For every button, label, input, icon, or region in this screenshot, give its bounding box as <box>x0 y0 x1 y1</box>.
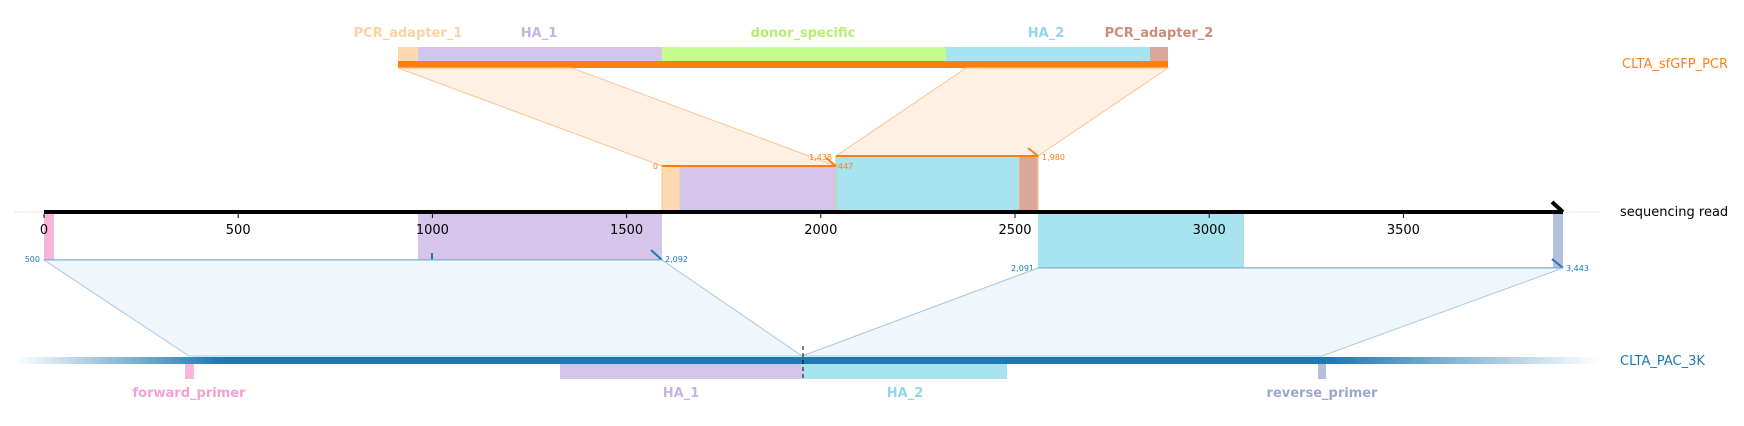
label-target-track: CLTA_PAC_3K <box>1620 354 1705 369</box>
target-connection-1 <box>42 259 804 357</box>
target-alignment-1-start: 500 <box>25 255 40 264</box>
donor-alignment-1-end: 447 <box>838 162 853 171</box>
label-reverse-primer: reverse_primer <box>1267 386 1379 401</box>
donor-connection-2 <box>834 67 1170 157</box>
donor-read-connections <box>397 67 1170 167</box>
target-connection-2 <box>801 267 1564 357</box>
donor-alignment-2-arrow <box>1027 147 1039 157</box>
donor-specific-region <box>662 47 946 65</box>
read-pcr-adapter-1-region <box>661 165 681 213</box>
target-ha-2-region <box>803 364 1007 379</box>
donor-ha-2-region <box>946 47 1150 65</box>
target-aligned-features: 500 2,092 2,091 3,443 <box>25 212 1589 273</box>
target-alignment-1-end: 2,092 <box>665 255 688 264</box>
label-donor-specific: donor_specific <box>751 26 856 41</box>
target-backbone <box>14 357 1600 364</box>
label-pcr-adapter-1: PCR_adapter_1 <box>354 26 463 41</box>
donor-alignment-2-start: 1,438 <box>809 153 832 162</box>
target-read-connections <box>42 259 1564 357</box>
label-forward-primer: forward_primer <box>133 386 247 401</box>
target-alignment-1-arrow <box>650 249 663 261</box>
donor-ha-1-region <box>418 47 662 65</box>
read-ha-1-target-region <box>418 212 662 260</box>
label-ha-1-bottom: HA_1 <box>663 386 700 401</box>
axis-tick-label-2: 1000 <box>416 223 449 238</box>
donor-alignment-1-start: 0 <box>653 162 658 171</box>
read-ha-2-donor-region <box>836 156 1019 212</box>
label-donor-track: CLTA_sfGFP_PCR <box>1622 57 1728 72</box>
target-alignment-2-start: 2,091 <box>1011 264 1034 273</box>
axis-tick-label-1: 500 <box>226 223 251 238</box>
label-pcr-adapter-2: PCR_adapter_2 <box>1105 26 1214 41</box>
read-pcr-adapter-2-region <box>1018 155 1039 213</box>
label-ha-2-bottom: HA_2 <box>887 386 924 401</box>
donor-alignment-1-arrow <box>825 157 837 167</box>
donor-alignment-2-end: 1,980 <box>1042 153 1065 162</box>
axis-ticks: 0 500 1000 1500 2000 2500 3000 3500 <box>40 214 1420 238</box>
read-axis: 0 500 1000 1500 2000 2500 3000 3500 sequencing … <box>14 200 1728 238</box>
axis-tick-label-0: 0 <box>40 223 48 238</box>
read-reverse-primer-region <box>1553 214 1563 268</box>
target-track: forward_primer HA_1 HA_2 reverse_primer … <box>14 346 1705 401</box>
label-read-track: sequencing read <box>1620 205 1728 220</box>
target-alignment-2-arrow <box>1551 258 1564 269</box>
target-ha-1-region <box>560 364 803 379</box>
donor-backbone <box>398 61 1168 68</box>
axis-tick-label-5: 2500 <box>998 223 1031 238</box>
donor-pcr-adapter-1-region <box>398 47 418 65</box>
axis-tick-label-6: 3000 <box>1193 223 1226 238</box>
donor-pcr-adapter-2-region <box>1150 47 1168 65</box>
read-end-arrow <box>1550 200 1565 214</box>
target-reverse-primer-region <box>1318 364 1326 379</box>
donor-aligned-features: 0 447 1,438 1,980 <box>653 147 1065 213</box>
target-alignment-2-end: 3,443 <box>1566 264 1589 273</box>
label-ha-1-top: HA_1 <box>521 26 558 41</box>
donor-connection-1 <box>397 67 837 167</box>
axis-tick-label-3: 1500 <box>610 223 643 238</box>
read-ha-1-donor-region <box>680 166 836 212</box>
read-forward-primer-region <box>44 214 54 260</box>
axis-tick-label-4: 2000 <box>804 223 837 238</box>
read-ha-2-target-region <box>1038 212 1244 268</box>
target-forward-primer-region <box>185 364 194 379</box>
label-ha-2-top: HA_2 <box>1028 26 1065 41</box>
axis-tick-label-7: 3500 <box>1387 223 1420 238</box>
donor-track: PCR_adapter_1 HA_1 donor_specific HA_2 P… <box>354 26 1728 72</box>
